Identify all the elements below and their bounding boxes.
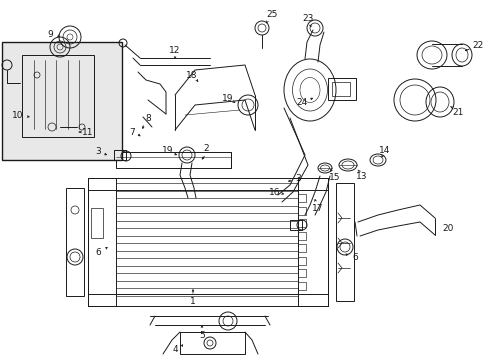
Bar <box>331 82 349 96</box>
Text: 3: 3 <box>295 174 300 183</box>
Text: 17: 17 <box>312 203 323 212</box>
Text: 11: 11 <box>82 127 94 136</box>
Text: 8: 8 <box>145 113 151 122</box>
Bar <box>297 178 327 306</box>
Text: 12: 12 <box>169 45 181 54</box>
Text: 14: 14 <box>379 145 390 154</box>
Bar <box>88 178 116 306</box>
Text: 25: 25 <box>266 9 277 18</box>
Bar <box>2 42 122 160</box>
Text: 23: 23 <box>302 14 313 23</box>
Bar <box>66 188 84 296</box>
Bar <box>335 183 353 301</box>
Text: 9: 9 <box>47 30 53 39</box>
Text: 5: 5 <box>199 330 204 339</box>
Text: 4: 4 <box>172 346 178 355</box>
Text: 6: 6 <box>95 248 101 257</box>
Text: 2: 2 <box>203 144 208 153</box>
Bar <box>180 332 244 354</box>
Text: 10: 10 <box>12 111 24 120</box>
Text: 1: 1 <box>190 297 196 306</box>
Text: 20: 20 <box>442 224 453 233</box>
Text: 18: 18 <box>186 71 197 80</box>
Bar <box>327 78 355 100</box>
Bar <box>116 152 230 168</box>
Bar <box>114 150 126 160</box>
Text: 15: 15 <box>328 172 340 181</box>
Text: 21: 21 <box>451 108 463 117</box>
Bar <box>91 208 103 238</box>
Text: 3: 3 <box>95 147 101 156</box>
Text: 6: 6 <box>351 253 357 262</box>
Bar <box>88 178 327 306</box>
Text: 13: 13 <box>356 171 367 180</box>
Text: 19: 19 <box>162 145 173 154</box>
Text: 16: 16 <box>269 188 280 197</box>
Text: 19: 19 <box>222 94 233 103</box>
Text: 7: 7 <box>129 127 135 136</box>
Text: 22: 22 <box>471 41 483 50</box>
Bar <box>22 55 94 137</box>
Bar <box>289 220 302 230</box>
Text: 24: 24 <box>296 98 307 107</box>
